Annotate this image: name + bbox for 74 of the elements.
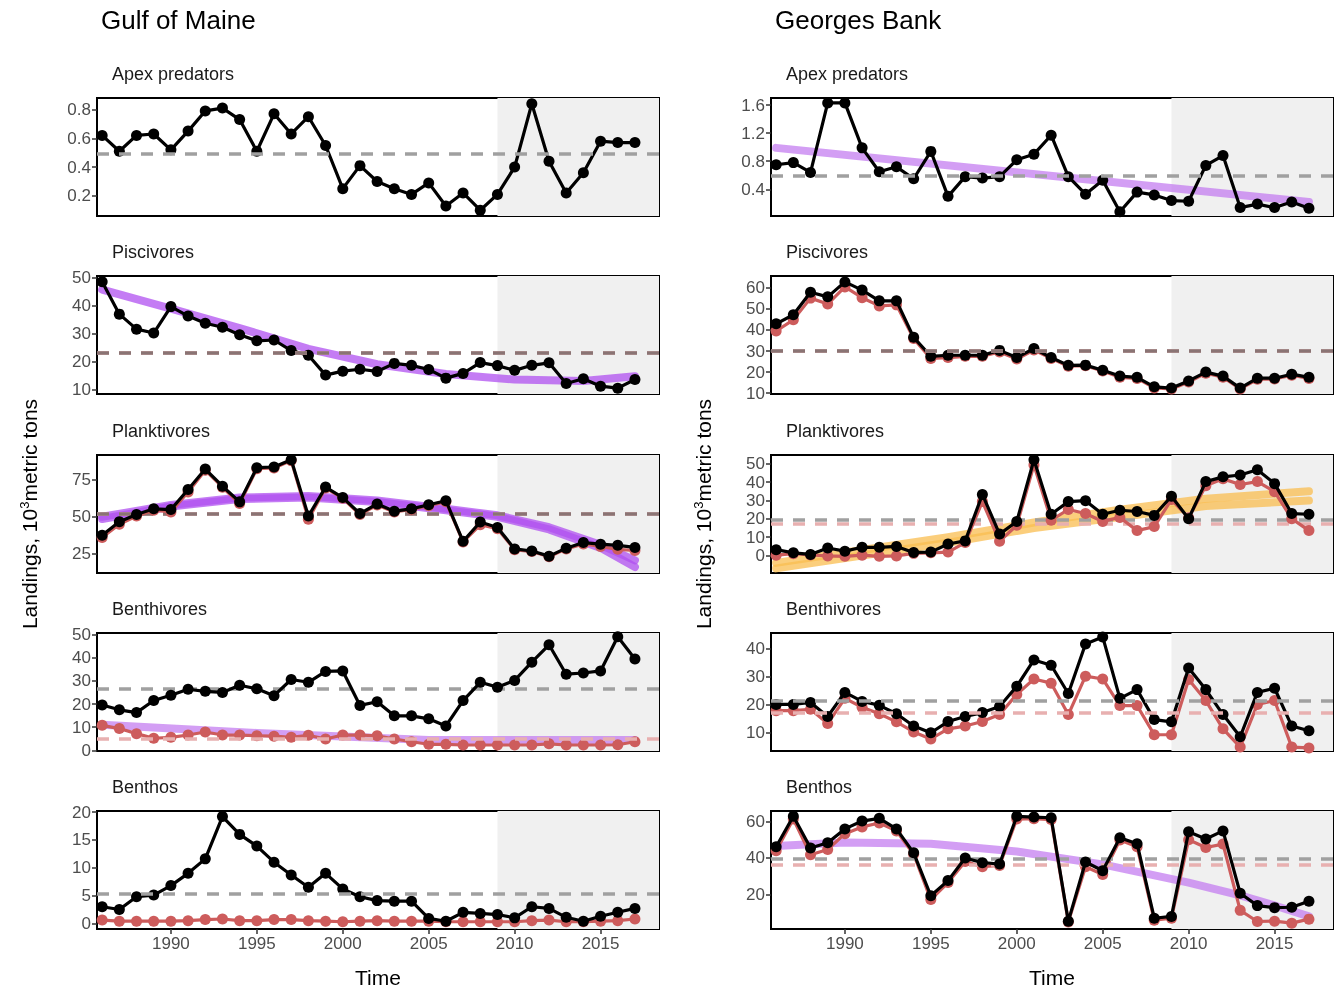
y-tick-label: 10 bbox=[72, 858, 91, 878]
chart-subtitle: Benthivores bbox=[112, 599, 208, 619]
chart-subtitle: Apex predators bbox=[786, 64, 909, 84]
y-tick-label: 20 bbox=[72, 694, 91, 714]
y-tick-label: 50 bbox=[72, 625, 91, 645]
y-tick-label: 0 bbox=[755, 546, 765, 566]
y-tick-label: 75 bbox=[72, 470, 91, 490]
x-tick-label: 2010 bbox=[495, 934, 534, 953]
y-tick-label: 30 bbox=[72, 671, 91, 691]
y-tick-label: 20 bbox=[746, 509, 765, 529]
x-tick-label: 2000 bbox=[997, 934, 1036, 953]
y-tick-label: 10 bbox=[746, 723, 765, 743]
chart-title: Georges Bank bbox=[775, 5, 943, 35]
y-tick-label: 0.2 bbox=[67, 186, 91, 206]
y-tick-label: 25 bbox=[72, 544, 91, 564]
y-tick-label: 60 bbox=[746, 278, 765, 298]
y-tick-label: 10 bbox=[72, 379, 91, 399]
y-tick-label: 40 bbox=[746, 320, 765, 340]
y-tick-label: 50 bbox=[746, 454, 765, 474]
y-tick-label: 50 bbox=[72, 507, 91, 527]
y-tick-label: 0 bbox=[81, 913, 91, 933]
x-tick-label: 2005 bbox=[1083, 934, 1122, 953]
y-tick-label: 60 bbox=[746, 811, 765, 831]
x-tick-label: 2015 bbox=[1255, 934, 1294, 953]
x-tick-label: 2005 bbox=[409, 934, 448, 953]
chart-subtitle: Planktivores bbox=[112, 421, 211, 441]
chart-subtitle: Benthos bbox=[112, 777, 179, 797]
y-axis-title: Landings, 103metric tons bbox=[17, 398, 41, 630]
y-tick-label: 40 bbox=[746, 639, 765, 659]
y-tick-label: 0.6 bbox=[67, 128, 91, 148]
chart-title: Gulf of Maine bbox=[101, 5, 256, 35]
x-axis-title: Time bbox=[355, 966, 401, 989]
y-tick-label: 5 bbox=[81, 886, 91, 906]
x-tick-label: 1995 bbox=[237, 934, 276, 953]
y-tick-label: 30 bbox=[746, 341, 765, 361]
y-tick-label: 50 bbox=[746, 299, 765, 319]
y-tick-label: 40 bbox=[746, 848, 765, 868]
y-tick-label: 1.6 bbox=[741, 95, 765, 115]
y-tick-label: 1.2 bbox=[741, 123, 765, 143]
y-axis-title: Landings, 103metric tons bbox=[691, 398, 715, 630]
x-axis-title: Time bbox=[1029, 966, 1075, 989]
y-tick-label: 20 bbox=[746, 362, 765, 382]
y-tick-label: 30 bbox=[746, 491, 765, 511]
y-tick-label: 0.8 bbox=[741, 151, 765, 171]
chart-subtitle: Benthivores bbox=[786, 599, 882, 619]
y-tick-label: 10 bbox=[746, 527, 765, 547]
chart-subtitle: Piscivores bbox=[786, 242, 869, 262]
y-tick-label: 30 bbox=[72, 324, 91, 344]
x-tick-label: 1990 bbox=[825, 934, 864, 953]
x-tick-label: 2010 bbox=[1169, 934, 1208, 953]
y-tick-label: 0.4 bbox=[67, 157, 91, 177]
chart-subtitle: Planktivores bbox=[786, 421, 885, 441]
y-tick-label: 10 bbox=[72, 717, 91, 737]
y-tick-label: 20 bbox=[72, 351, 91, 371]
y-tick-label: 0.4 bbox=[741, 179, 765, 199]
x-tick-label: 1995 bbox=[911, 934, 950, 953]
y-tick-label: 40 bbox=[746, 472, 765, 492]
y-tick-label: 50 bbox=[72, 268, 91, 288]
x-tick-label: 1990 bbox=[151, 934, 190, 953]
y-tick-label: 15 bbox=[72, 830, 91, 850]
y-tick-label: 10 bbox=[746, 383, 765, 403]
y-tick-label: 40 bbox=[72, 648, 91, 668]
y-tick-label: 0.8 bbox=[67, 100, 91, 120]
chart-subtitle: Benthos bbox=[786, 777, 853, 797]
y-tick-label: 20 bbox=[746, 695, 765, 715]
y-tick-label: 40 bbox=[72, 296, 91, 316]
chart-subtitle: Apex predators bbox=[112, 64, 235, 84]
y-tick-label: 20 bbox=[72, 802, 91, 822]
x-tick-label: 2015 bbox=[581, 934, 620, 953]
x-tick-label: 2000 bbox=[323, 934, 362, 953]
y-tick-label: 0 bbox=[81, 740, 91, 760]
y-tick-label: 30 bbox=[746, 667, 765, 687]
y-tick-label: 20 bbox=[746, 884, 765, 904]
chart-subtitle: Piscivores bbox=[112, 242, 195, 262]
